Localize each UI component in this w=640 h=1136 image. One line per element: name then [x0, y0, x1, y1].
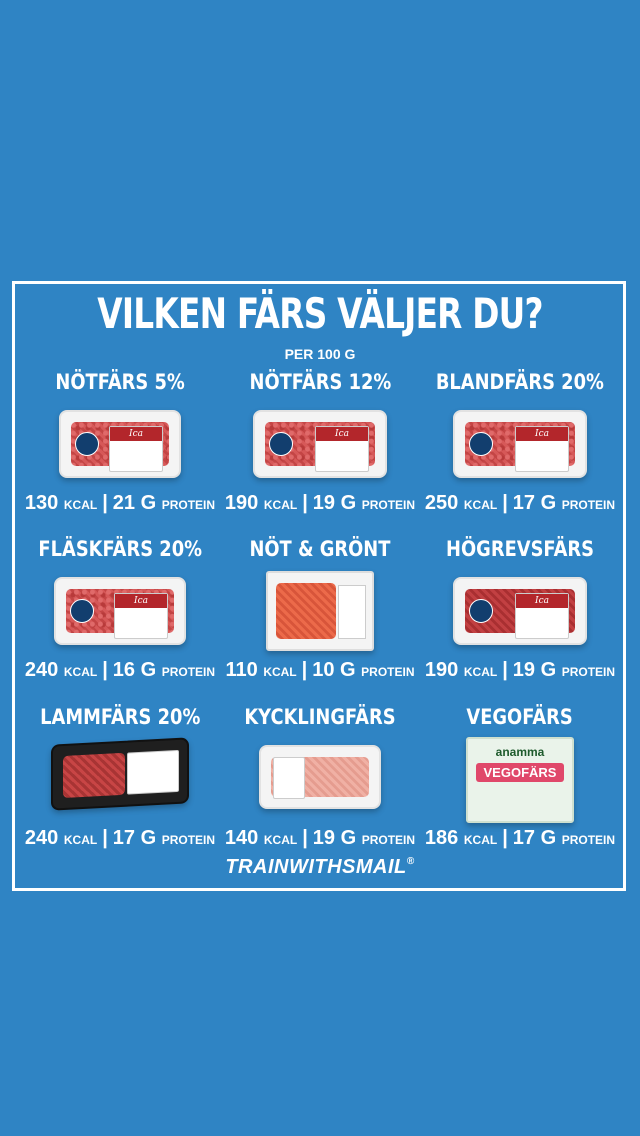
product-stats: 240 KCAL | 17 G PROTEIN [24, 827, 216, 849]
product-name: KYCKLINGFÄRS [244, 705, 396, 729]
product-stats: 186 KCAL | 17 G PROTEIN [424, 827, 616, 849]
product-card: KYCKLINGFÄRS 140 KCAL | 19 G PROTEIN [220, 705, 420, 849]
product-card: LAMMFÄRS 20% 240 KCAL | 17 G PROTEIN [20, 705, 220, 849]
product-stats: 130 KCAL | 21 G PROTEIN [24, 492, 216, 514]
product-card: BLANDFÄRS 20% Ica 250 KCAL | 17 G PROTEIN [420, 370, 620, 514]
badge-icon [469, 432, 493, 456]
brand-name: TRAINWITHSMAIL [225, 856, 407, 878]
meat-pack-image: Ica [59, 410, 181, 478]
registered-mark: ® [406, 856, 415, 867]
meat-pack-image: Ica [453, 577, 587, 645]
product-card: HÖGREVSFÄRS Ica 190 KCAL | 19 G PROTEIN [420, 537, 620, 681]
product-name: NÖTFÄRS 5% [55, 370, 185, 394]
product-card: NÖTFÄRS 12% Ica 190 KCAL | 19 G PROTEIN [220, 370, 420, 514]
content-frame [12, 281, 626, 891]
product-stats: 240 KCAL | 16 G PROTEIN [24, 659, 216, 681]
badge-icon [75, 432, 99, 456]
meat-pack-image [266, 571, 374, 651]
meat-pack-image [51, 737, 189, 811]
pack-product-name: VEGOFÄRS [475, 763, 565, 782]
meat-pack-image: Ica [54, 577, 186, 645]
page-subtitle: PER 100 G [284, 346, 356, 362]
badge-icon [469, 599, 493, 623]
product-stats: 140 KCAL | 19 G PROTEIN [224, 827, 416, 849]
badge-icon [70, 599, 94, 623]
page-title: VILKEN FÄRS VÄLJER DU? [97, 289, 543, 338]
product-name: BLANDFÄRS 20% [435, 370, 605, 394]
brand-logo: anamma [495, 745, 545, 759]
meat-pack-image [259, 745, 381, 809]
product-stats: 190 KCAL | 19 G PROTEIN [424, 659, 616, 681]
product-card: NÖT & GRÖNT 110 KCAL | 10 G PROTEIN [220, 537, 420, 681]
badge-icon [269, 432, 293, 456]
product-card: NÖTFÄRS 5% Ica 130 KCAL | 21 G PROTEIN [20, 370, 220, 514]
product-name: HÖGREVSFÄRS [446, 537, 594, 561]
product-name: VEGOFÄRS [466, 705, 574, 729]
product-stats: 250 KCAL | 17 G PROTEIN [424, 492, 616, 514]
product-name: FLÄSKFÄRS 20% [38, 537, 202, 561]
product-name: NÖT & GRÖNT [249, 537, 391, 561]
product-name: LAMMFÄRS 20% [39, 705, 201, 729]
brand-footer: TRAINWITHSMAIL® [0, 856, 640, 879]
product-card: FLÄSKFÄRS 20% Ica 240 KCAL | 16 G PROTEIN [20, 537, 220, 681]
product-stats: 110 KCAL | 10 G PROTEIN [225, 659, 415, 681]
product-stats: 190 KCAL | 19 G PROTEIN [224, 492, 416, 514]
product-name: NÖTFÄRS 12% [249, 370, 391, 394]
meat-pack-image: Ica [253, 410, 387, 478]
meat-pack-image: Ica [453, 410, 587, 478]
product-card: VEGOFÄRS anamma VEGOFÄRS 186 KCAL | 17 G P… [420, 705, 620, 849]
vego-pack-image: anamma VEGOFÄRS [466, 737, 574, 823]
